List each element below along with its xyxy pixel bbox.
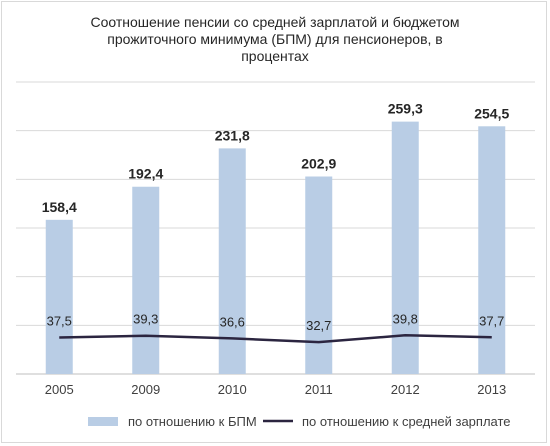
- bar-data-label: 202,9: [301, 156, 336, 172]
- legend-swatch-bpm: [88, 417, 118, 426]
- bar-data-label: 259,3: [388, 101, 423, 117]
- x-tick-label: 2010: [218, 382, 247, 397]
- line-data-label: 39,3: [133, 312, 158, 327]
- bar: [218, 148, 246, 374]
- legend: по отношению к БПМ по отношению к средне…: [88, 414, 511, 429]
- bar-data-label: 158,4: [42, 199, 77, 215]
- line-data-label: 37,7: [479, 313, 504, 328]
- bar: [132, 186, 160, 374]
- chart-title-line-1: Соотношение пенсии со средней зарплатой …: [90, 14, 460, 30]
- legend-label-bpm: по отношению к БПМ: [128, 414, 257, 429]
- chart-title-line-2: прожиточного минимума (БПМ) для пенсионе…: [107, 31, 443, 47]
- bar: [305, 176, 333, 374]
- bar: [478, 126, 506, 374]
- line-data-label: 32,7: [306, 318, 331, 333]
- line-data-label: 36,6: [220, 314, 245, 329]
- x-tick-label: 2009: [131, 382, 160, 397]
- bar: [391, 121, 419, 374]
- x-tick-label: 2013: [477, 382, 506, 397]
- x-tick-label: 2011: [305, 382, 333, 397]
- bar-series: 158,4 192,4 231,8 202,9 259,3 254,5: [42, 101, 509, 374]
- grid-lines: [16, 81, 535, 375]
- x-tick-label: 2012: [391, 382, 420, 397]
- line-data-label: 37,5: [47, 314, 72, 329]
- bar-data-label: 254,5: [474, 105, 509, 121]
- bar: [45, 219, 73, 374]
- bar-data-label: 231,8: [215, 127, 250, 143]
- chart-title: Соотношение пенсии со средней зарплатой …: [0, 14, 550, 65]
- x-axis-ticks: 2005 2009 2010 2011 2012 2013: [45, 382, 506, 397]
- chart-title-line-3: процентах: [241, 48, 309, 64]
- line-series: 37,5 39,3 36,6 32,7 39,8 37,7: [47, 311, 504, 344]
- legend-label-salary: по отношению к средней зарплате: [302, 414, 511, 429]
- salary-line: [59, 334, 492, 344]
- x-tick-label: 2005: [45, 382, 74, 397]
- bar-data-label: 192,4: [128, 166, 163, 182]
- line-data-label: 39,8: [393, 311, 418, 326]
